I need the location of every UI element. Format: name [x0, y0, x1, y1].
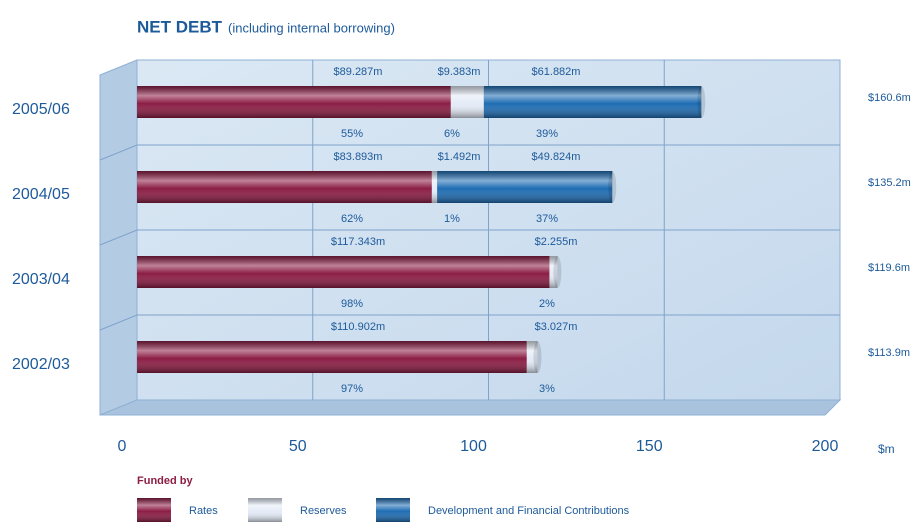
- percent-label: 97%: [341, 383, 363, 395]
- value-label: $49.824m: [532, 151, 581, 163]
- value-label: $2.255m: [535, 236, 578, 248]
- bar-cap: [697, 86, 706, 118]
- y-tick-label: 2003/04: [12, 271, 70, 288]
- percent-label: 6%: [444, 128, 460, 140]
- percent-label: 62%: [341, 213, 363, 225]
- total-label: $135.2m: [868, 177, 911, 189]
- value-label: $110.902m: [331, 321, 385, 333]
- value-label: $89.287m: [334, 66, 383, 78]
- legend-shine: [137, 498, 171, 522]
- bar-shine: [137, 86, 451, 118]
- x-tick-label: 150: [636, 438, 663, 455]
- percent-label: 2%: [539, 298, 555, 310]
- percent-label: 39%: [536, 128, 558, 140]
- bar-shine: [431, 171, 438, 203]
- value-label: $83.893m: [334, 151, 383, 163]
- value-label: $117.343m: [331, 236, 385, 248]
- legend-shine: [376, 498, 410, 522]
- x-tick-label: 200: [812, 438, 839, 455]
- total-label: $119.6m: [868, 262, 910, 274]
- legend-label: Rates: [189, 505, 218, 517]
- value-label: $1.492m: [438, 151, 481, 163]
- x-unit: $m: [878, 442, 895, 456]
- floor: [99, 399, 842, 416]
- y-tick-label: 2005/06: [12, 101, 70, 118]
- bar-shine: [549, 256, 558, 288]
- legend-label: Reserves: [300, 505, 347, 517]
- total-label: $113.9m: [868, 347, 910, 359]
- lane-line: [99, 229, 138, 246]
- bar-cap: [553, 256, 562, 288]
- bar-shine: [437, 171, 613, 203]
- bar-shine: [450, 86, 484, 118]
- chart-title: NET DEBT: [137, 17, 223, 36]
- percent-label: 98%: [341, 298, 363, 310]
- x-tick-label: 100: [460, 438, 487, 455]
- bar-shine: [137, 256, 550, 288]
- bar-shine: [137, 341, 527, 373]
- x-tick-label: 0: [118, 438, 127, 455]
- bar-shine: [526, 341, 538, 373]
- legend-shine: [248, 498, 282, 522]
- y-tick-label: 2002/03: [12, 356, 70, 373]
- value-label: $9.383m: [438, 66, 481, 78]
- bar-shine: [137, 171, 432, 203]
- percent-label: 3%: [539, 383, 555, 395]
- lane-line: [99, 314, 138, 331]
- bar-cap: [533, 341, 542, 373]
- bar-shine: [483, 86, 702, 118]
- lane-line: [99, 144, 138, 161]
- chart-subtitle: (including internal borrowing): [228, 20, 395, 35]
- legend-title: Funded by: [137, 475, 193, 487]
- total-label: $160.6m: [868, 92, 911, 104]
- bar-cap: [608, 171, 617, 203]
- percent-label: 1%: [444, 213, 460, 225]
- legend-label: Development and Financial Contributions: [428, 505, 630, 517]
- x-tick-label: 50: [289, 438, 307, 455]
- percent-label: 37%: [536, 213, 558, 225]
- value-label: $3.027m: [535, 321, 578, 333]
- y-tick-label: 2004/05: [12, 186, 70, 203]
- value-label: $61.882m: [532, 66, 581, 78]
- percent-label: 55%: [341, 128, 363, 140]
